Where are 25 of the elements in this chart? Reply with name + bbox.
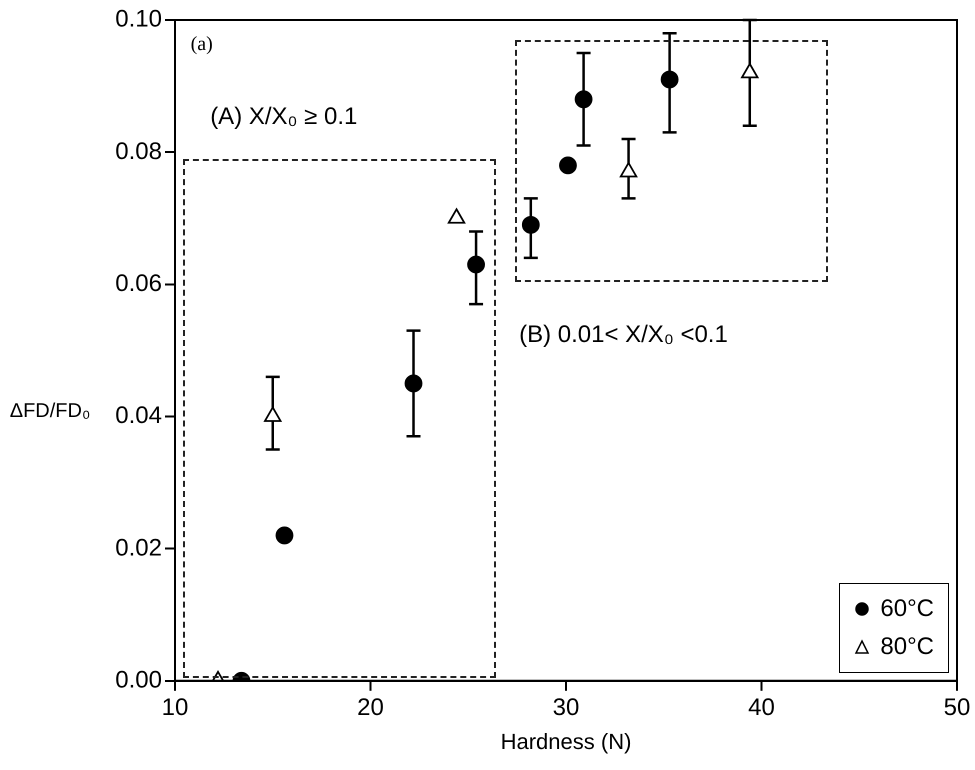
y-tick-label: 0.02 — [115, 534, 162, 562]
point — [559, 156, 577, 174]
y-tick-label: 0.04 — [115, 402, 162, 430]
x-tick-label: 50 — [944, 694, 970, 721]
point — [467, 256, 485, 274]
y-tick-label: 0.08 — [115, 138, 162, 165]
y-tick-label: 0.10 — [115, 6, 162, 33]
y-tick-label: 0.06 — [115, 270, 162, 297]
annotation: (A) X/X₀ ≥ 0.1 — [210, 102, 358, 131]
point — [660, 70, 679, 88]
point — [574, 90, 592, 108]
x-axis-title: Hardness (N) — [500, 728, 632, 754]
x-tick-label: 20 — [357, 694, 384, 721]
point — [522, 216, 540, 234]
legend-label: 80°C — [880, 632, 934, 661]
point — [448, 208, 466, 224]
x-tick-label: 10 — [162, 694, 188, 721]
x-tick-label: 40 — [748, 694, 775, 721]
annotation: (B) 0.01< X/X₀ <0.1 — [519, 320, 728, 349]
point — [264, 406, 282, 422]
legend-label: 60°C — [880, 594, 934, 623]
annotation: (a) — [190, 33, 213, 56]
x-tick-label: 30 — [552, 694, 580, 721]
y-axis-title: ΔFD/FD₀ — [8, 400, 92, 423]
y-tick-label: 0.00 — [115, 666, 162, 694]
